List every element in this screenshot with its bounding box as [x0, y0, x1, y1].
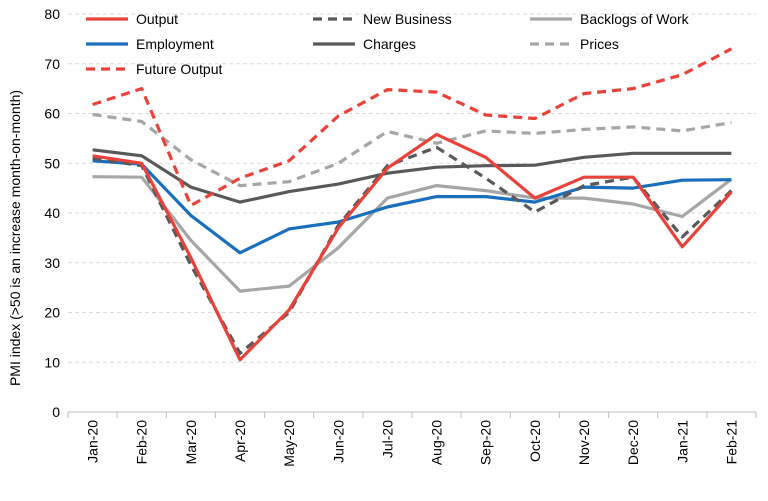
legend-item-future-output: Future Output [86, 61, 222, 77]
x-tick-label: Jun-20 [330, 420, 346, 463]
series-line-charges [92, 148, 732, 204]
x-tick-label: Jan-21 [674, 420, 690, 463]
y-axis-label: PMI index (>50 is an increase month-on-m… [7, 90, 23, 386]
y-tick-label: 30 [44, 255, 60, 271]
x-tick-label: Jul-20 [379, 420, 395, 458]
x-tick-label: Feb-21 [723, 420, 739, 465]
legend-item-charges: Charges [313, 36, 416, 52]
y-tick-labels: 0 10 20 30 40 50 60 70 80 [44, 6, 60, 420]
series-line-employment [92, 159, 732, 255]
series-line-output [92, 132, 733, 362]
series-line-backlogs-of-work [92, 175, 733, 293]
x-tick-label: Feb-20 [134, 420, 150, 465]
x-tick-label: Aug-20 [429, 420, 445, 465]
x-tick-label: Sep-20 [478, 420, 494, 465]
y-tick-label: 10 [44, 354, 60, 370]
y-tick-label: 0 [52, 404, 60, 420]
series-line-future-output [92, 47, 733, 208]
axes [67, 411, 757, 418]
y-tick-label: 20 [44, 305, 60, 321]
legend-item-employment: Employment [86, 36, 214, 52]
legend-item-backlogs-of-work: Backlogs of Work [530, 11, 690, 27]
legend-label: New Business [363, 11, 452, 27]
y-tick-label: 40 [44, 205, 60, 221]
y-tick-label: 60 [44, 106, 60, 122]
x-tick-label: Jan-20 [85, 420, 101, 463]
y-tick-label: 70 [44, 56, 60, 72]
x-tick-label: Nov-20 [576, 420, 592, 465]
series-line-prices [92, 112, 732, 188]
legend-item-new-business: New Business [313, 11, 452, 27]
legend: Output New Business Backlogs of Work Employ… [86, 11, 690, 77]
legend-label: Employment [136, 36, 214, 52]
series-lines [92, 47, 733, 362]
gridlines [68, 13, 756, 363]
legend-label: Prices [580, 36, 619, 52]
legend-label: Backlogs of Work [580, 11, 690, 27]
legend-label: Output [136, 11, 178, 27]
x-tick-label: May-20 [281, 420, 297, 467]
x-tick-label: Dec-20 [625, 420, 641, 465]
y-tick-label: 50 [44, 155, 60, 171]
legend-label: Future Output [136, 61, 222, 77]
x-tick-label: Oct-20 [527, 420, 543, 462]
y-tick-label: 80 [44, 6, 60, 22]
x-tick-label: Mar-20 [183, 420, 199, 465]
legend-item-output: Output [86, 11, 178, 27]
legend-item-prices: Prices [530, 36, 619, 52]
x-tick-labels: Jan-20 Feb-20 Mar-20 Apr-20 May-20 Jun-20 Jul-… [85, 420, 740, 467]
legend-label: Charges [363, 36, 416, 52]
x-tick-label: Apr-20 [232, 420, 248, 462]
